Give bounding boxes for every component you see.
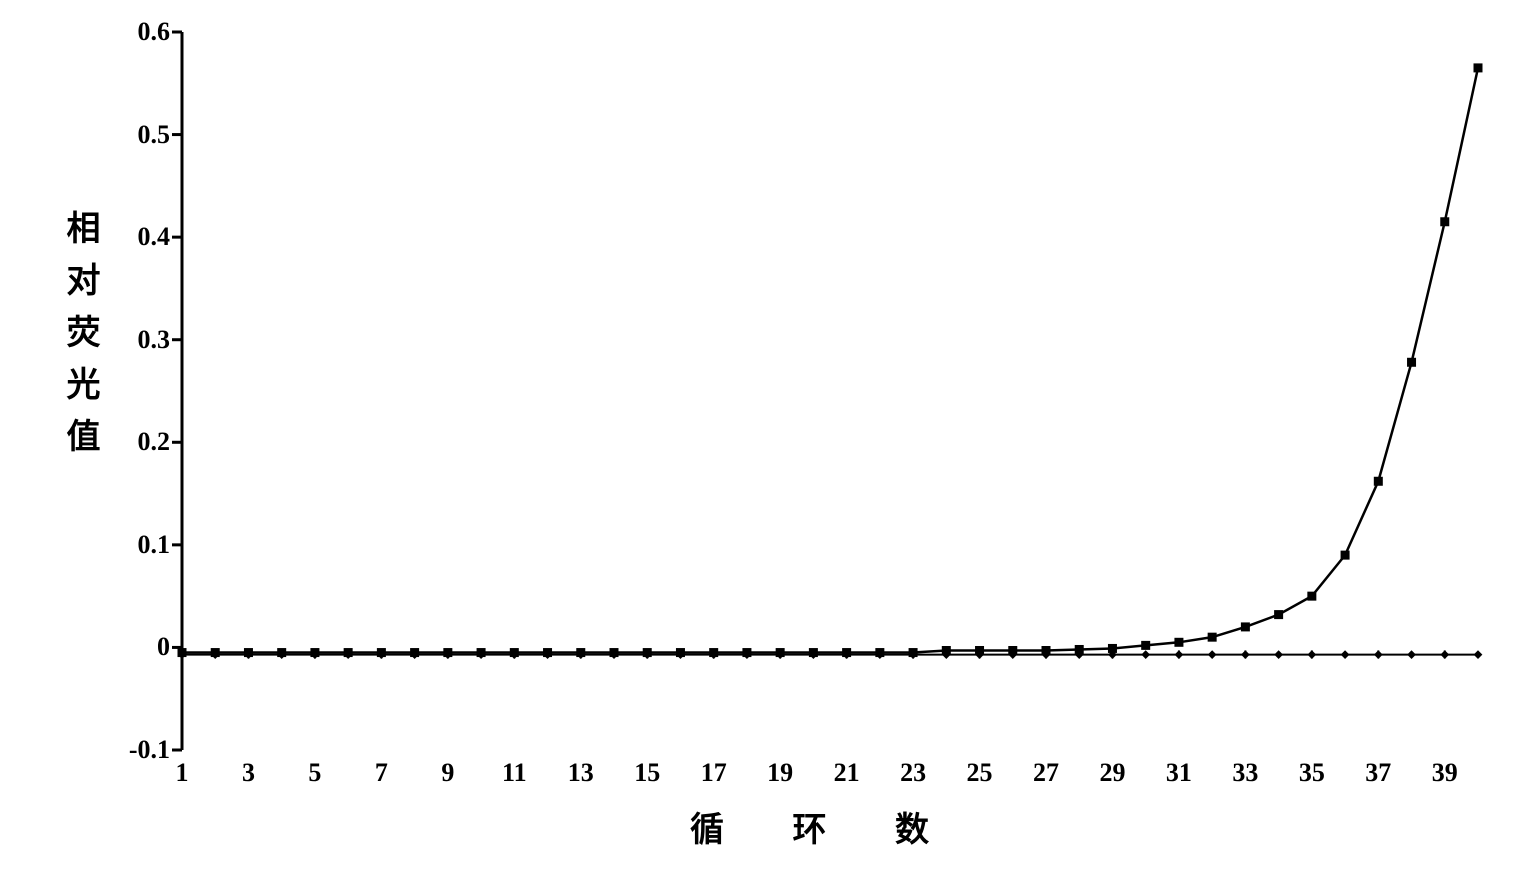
- x-tick-label: 37: [1365, 758, 1391, 788]
- x-tick-label: 27: [1033, 758, 1059, 788]
- x-tick-label: 39: [1432, 758, 1458, 788]
- x-tick-label: 29: [1099, 758, 1125, 788]
- y-tick-label: 0: [157, 632, 170, 662]
- x-tick-label: 3: [242, 758, 255, 788]
- x-tick-label: 21: [834, 758, 860, 788]
- plot-area: [170, 20, 1490, 850]
- y-tick-label: 0.6: [138, 17, 171, 47]
- x-tick-label: 13: [568, 758, 594, 788]
- x-tick-label: 23: [900, 758, 926, 788]
- y-tick-label: 0.1: [138, 530, 171, 560]
- x-tick-label: 7: [375, 758, 388, 788]
- x-tick-label: 33: [1232, 758, 1258, 788]
- x-tick-label: 17: [701, 758, 727, 788]
- x-tick-label: 1: [176, 758, 189, 788]
- chart-container: 相对荧光值 循 环 数 -0.100.10.20.30.40.50.613579…: [40, 10, 1500, 860]
- y-tick-label: 0.4: [138, 222, 171, 252]
- x-tick-label: 5: [308, 758, 321, 788]
- x-tick-label: 25: [967, 758, 993, 788]
- y-tick-label: 0.3: [138, 325, 171, 355]
- x-tick-label: 11: [502, 758, 527, 788]
- x-tick-label: 19: [767, 758, 793, 788]
- x-tick-label: 35: [1299, 758, 1325, 788]
- x-tick-label: 9: [441, 758, 454, 788]
- y-tick-label: -0.1: [129, 735, 170, 765]
- chart-svg: [170, 20, 1490, 850]
- y-axis-label: 相对荧光值: [55, 210, 104, 470]
- y-tick-label: 0.2: [138, 427, 171, 457]
- x-tick-label: 31: [1166, 758, 1192, 788]
- y-tick-label: 0.5: [138, 120, 171, 150]
- x-tick-label: 15: [634, 758, 660, 788]
